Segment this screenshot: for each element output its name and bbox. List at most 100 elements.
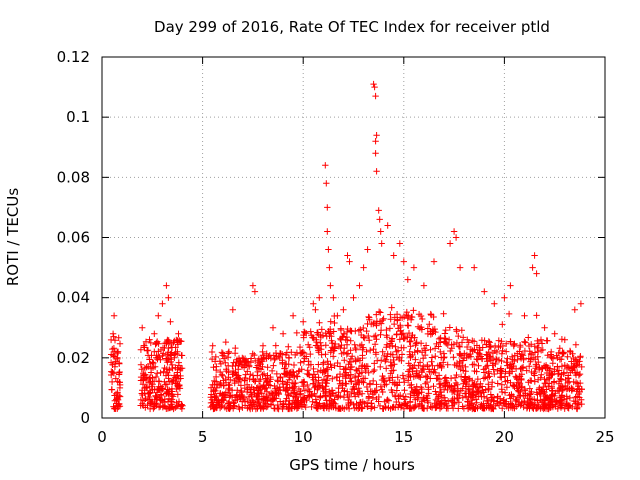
scatter-point: [499, 405, 506, 412]
scatter-point: [112, 375, 119, 382]
x-tick-label: 5: [198, 428, 208, 446]
scatter-point: [556, 398, 564, 405]
scatter-point: [392, 343, 399, 350]
scatter-point: [378, 386, 385, 393]
scatter-point: [147, 389, 154, 397]
scatter-point: [489, 349, 497, 357]
scatter-point: [503, 340, 510, 347]
scatter-point: [451, 361, 458, 369]
scatter-point: [149, 398, 156, 406]
scatter-point: [161, 340, 169, 347]
x-tick-label: 25: [595, 428, 614, 446]
scatter-point: [242, 371, 249, 378]
scatter-point: [377, 331, 384, 338]
scatter-point: [416, 400, 423, 407]
scatter-point: [412, 340, 420, 347]
scatter-point: [244, 368, 251, 375]
scatter-point: [270, 362, 277, 369]
scatter-point: [425, 384, 432, 391]
data-point: [430, 258, 438, 265]
scatter-point: [324, 358, 331, 365]
scatter-point: [293, 329, 300, 337]
scatter-point: [365, 332, 372, 340]
scatter-point: [476, 389, 484, 397]
scatter-point: [166, 404, 174, 412]
scatter-point: [549, 371, 556, 378]
data-point: [225, 348, 232, 355]
scatter-point: [565, 364, 572, 371]
data-point: [112, 390, 120, 398]
scatter-point: [391, 392, 399, 399]
scatter-point: [540, 383, 547, 391]
scatter-point: [413, 370, 420, 377]
scatter-point: [572, 379, 580, 386]
scatter-point: [482, 386, 489, 393]
scatter-point: [504, 355, 511, 362]
scatter-point: [312, 342, 320, 349]
data-point: [372, 138, 379, 145]
scatter-point: [243, 381, 251, 388]
scatter-point: [528, 368, 535, 376]
x-tick-label: 15: [394, 428, 413, 446]
scatter-point: [432, 404, 439, 412]
scatter-point: [299, 348, 306, 356]
scatter-point: [274, 401, 281, 409]
scatter-point: [437, 380, 444, 387]
scatter-point: [114, 354, 121, 361]
scatter-point: [417, 374, 424, 381]
scatter-point: [434, 401, 441, 408]
scatter-point: [113, 395, 121, 402]
scatter-point: [283, 381, 290, 388]
scatter-point: [440, 310, 447, 317]
scatter-point: [375, 308, 383, 315]
scatter-point: [226, 392, 233, 400]
scatter-point: [524, 404, 531, 411]
data-point: [279, 330, 287, 337]
scatter-point: [344, 391, 351, 399]
scatter-point: [474, 375, 481, 383]
scatter-point: [389, 342, 396, 349]
scatter-point: [143, 383, 151, 391]
scatter-point: [335, 384, 342, 392]
data-point: [209, 342, 216, 349]
scatter-point: [348, 389, 355, 397]
scatter-point: [465, 352, 473, 360]
scatter-point: [400, 344, 407, 351]
scatter-point: [294, 404, 302, 411]
scatter-point: [146, 336, 153, 343]
scatter-point: [377, 383, 384, 390]
scatter-point: [217, 381, 225, 389]
scatter-point: [469, 391, 476, 398]
scatter-point: [406, 348, 413, 355]
scatter-point: [569, 367, 576, 374]
scatter-point: [422, 380, 429, 387]
scatter-point: [525, 355, 532, 362]
scatter-point: [246, 362, 253, 369]
scatter-point: [407, 354, 414, 361]
scatter-point: [260, 354, 268, 361]
scatter-point: [231, 397, 239, 404]
scatter-point: [168, 396, 176, 403]
scatter-point: [320, 368, 328, 376]
scatter-point: [168, 356, 175, 363]
data-point: [175, 330, 182, 337]
scatter-point: [322, 392, 329, 399]
scatter-point: [222, 394, 229, 401]
scatter-point: [401, 379, 408, 386]
data-point: [471, 264, 478, 271]
scatter-point: [114, 389, 121, 396]
x-tick-label: 10: [294, 428, 313, 446]
scatter-point: [153, 352, 160, 359]
scatter-point: [277, 398, 284, 405]
scatter-point: [372, 349, 379, 356]
scatter-point: [526, 385, 533, 392]
scatter-point: [155, 348, 162, 355]
scatter-point: [300, 331, 307, 339]
data-point: [377, 228, 384, 235]
scatter-point: [379, 405, 386, 412]
axis-ticks: 0 5 10 15 20 25 0 0.02 0.04 0.06 0.08 0.1 0.12: [57, 48, 615, 446]
scatter-point: [141, 389, 148, 397]
scatter-point: [394, 317, 401, 324]
data-point: [404, 276, 411, 283]
scatter-point: [373, 311, 380, 318]
